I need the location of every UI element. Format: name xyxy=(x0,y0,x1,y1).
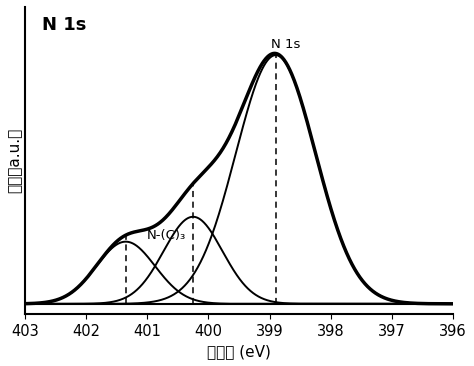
Y-axis label: 强度（a.u.）: 强度（a.u.） xyxy=(7,128,22,193)
Text: N-(C)₃: N-(C)₃ xyxy=(147,229,186,242)
Text: N 1s: N 1s xyxy=(271,38,300,51)
X-axis label: 结合能 (eV): 结合能 (eV) xyxy=(207,344,271,359)
Text: N 1s: N 1s xyxy=(42,16,86,34)
